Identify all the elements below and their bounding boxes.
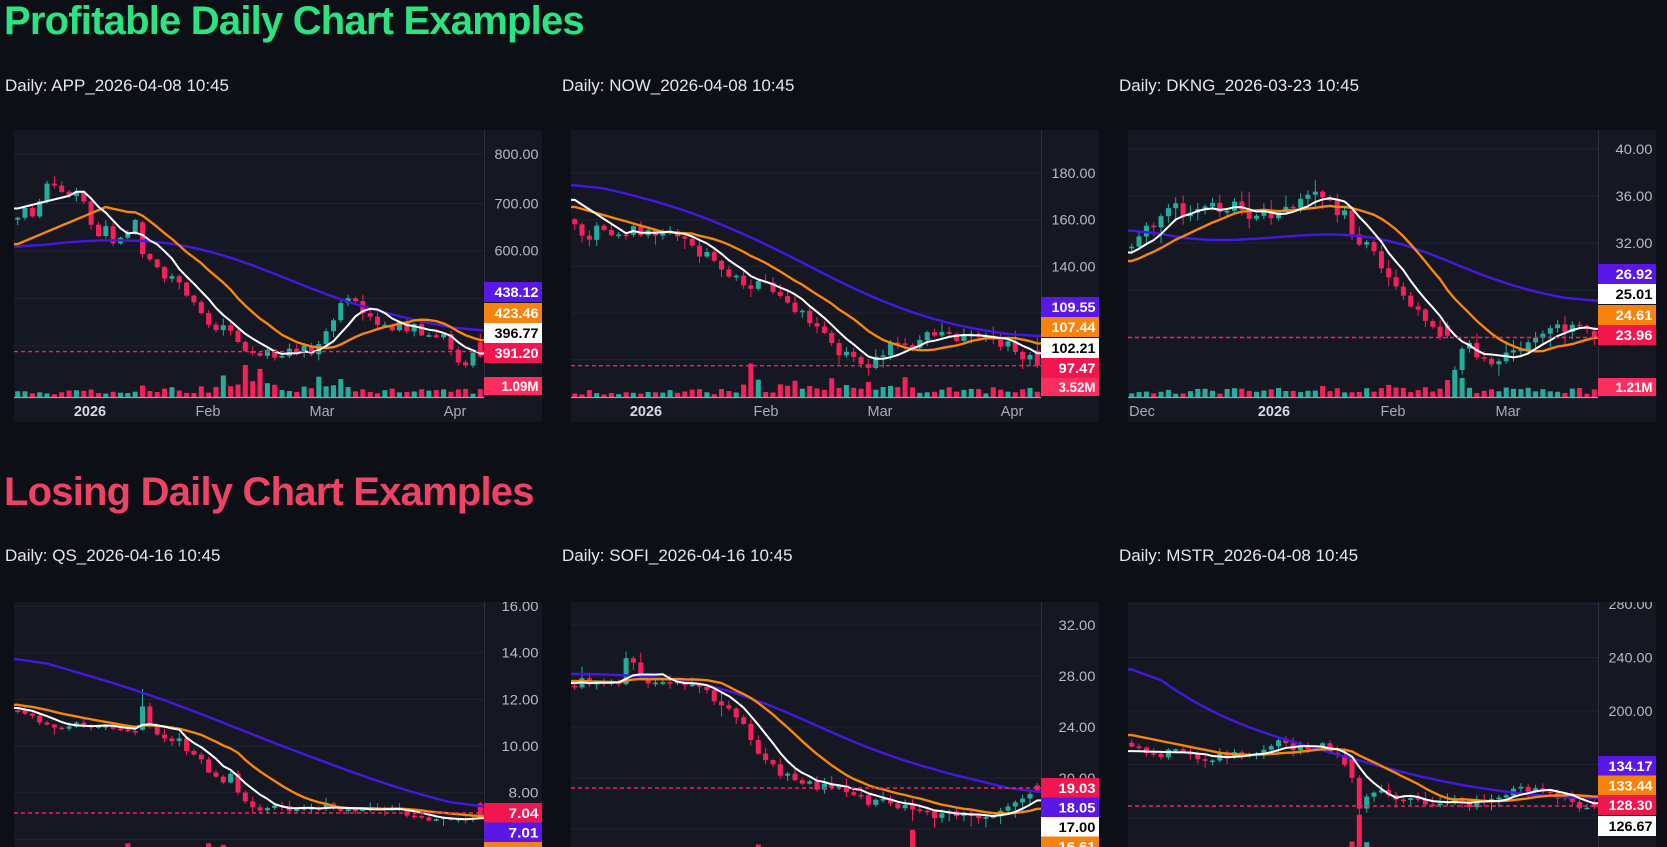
svg-text:32.00: 32.00 <box>1059 617 1096 633</box>
svg-text:18.05: 18.05 <box>1059 801 1097 816</box>
svg-text:36.00: 36.00 <box>1616 188 1653 204</box>
svg-text:16.61: 16.61 <box>1059 840 1097 847</box>
svg-text:423.46: 423.46 <box>495 306 540 321</box>
svg-text:240.00: 240.00 <box>1609 649 1653 665</box>
svg-text:40.00: 40.00 <box>1616 141 1653 157</box>
svg-text:102.21: 102.21 <box>1052 341 1097 356</box>
svg-text:Apr: Apr <box>1001 404 1024 420</box>
svg-text:16.00: 16.00 <box>502 602 539 614</box>
svg-text:6.88: 6.88 <box>509 845 540 847</box>
svg-text:109.55: 109.55 <box>1052 300 1097 315</box>
svg-text:2026: 2026 <box>630 404 662 420</box>
svg-text:438.12: 438.12 <box>495 285 539 300</box>
svg-text:26.92: 26.92 <box>1616 267 1653 282</box>
svg-text:Feb: Feb <box>754 404 779 420</box>
svg-text:24.00: 24.00 <box>1059 719 1096 735</box>
svg-text:12.00: 12.00 <box>502 691 539 707</box>
svg-text:Mar: Mar <box>310 404 335 420</box>
svg-text:32.00: 32.00 <box>1616 235 1653 251</box>
svg-text:7.01: 7.01 <box>509 826 540 841</box>
svg-text:391.20: 391.20 <box>495 346 539 361</box>
svg-text:1.21M: 1.21M <box>1616 380 1653 395</box>
svg-text:160.00: 160.00 <box>1052 212 1096 228</box>
svg-text:280.00: 280.00 <box>1609 602 1653 612</box>
svg-text:1.09M: 1.09M <box>502 379 539 394</box>
svg-text:23.96: 23.96 <box>1616 328 1654 343</box>
svg-text:Dec: Dec <box>1129 404 1155 420</box>
svg-text:10.00: 10.00 <box>502 738 539 754</box>
svg-text:126.67: 126.67 <box>1609 819 1653 834</box>
svg-text:107.44: 107.44 <box>1052 320 1097 335</box>
svg-text:28.00: 28.00 <box>1059 668 1096 684</box>
svg-text:134.17: 134.17 <box>1609 759 1653 774</box>
svg-text:Mar: Mar <box>868 404 893 420</box>
svg-text:19.03: 19.03 <box>1059 781 1097 796</box>
svg-text:14.00: 14.00 <box>502 645 539 661</box>
svg-text:Mar: Mar <box>1496 404 1521 420</box>
svg-text:25.01: 25.01 <box>1616 287 1654 302</box>
svg-text:140.00: 140.00 <box>1052 258 1096 274</box>
svg-text:3.52M: 3.52M <box>1059 380 1096 395</box>
svg-text:200.00: 200.00 <box>1609 703 1653 719</box>
svg-text:Apr: Apr <box>444 404 467 420</box>
svg-text:7.04: 7.04 <box>509 806 540 821</box>
svg-text:Feb: Feb <box>1381 404 1406 420</box>
svg-text:24.61: 24.61 <box>1616 308 1654 323</box>
svg-text:128.30: 128.30 <box>1609 798 1653 813</box>
svg-text:133.44: 133.44 <box>1609 779 1654 794</box>
svg-text:97.47: 97.47 <box>1059 361 1096 376</box>
svg-text:8.00: 8.00 <box>509 785 539 801</box>
svg-text:2026: 2026 <box>74 404 106 420</box>
svg-text:396.77: 396.77 <box>495 326 539 341</box>
svg-text:800.00: 800.00 <box>495 146 539 162</box>
svg-text:700.00: 700.00 <box>495 195 539 211</box>
svg-text:2026: 2026 <box>1258 404 1290 420</box>
svg-text:17.00: 17.00 <box>1059 820 1096 835</box>
svg-text:600.00: 600.00 <box>495 243 539 259</box>
svg-text:180.00: 180.00 <box>1052 165 1096 181</box>
svg-text:Feb: Feb <box>196 404 221 420</box>
